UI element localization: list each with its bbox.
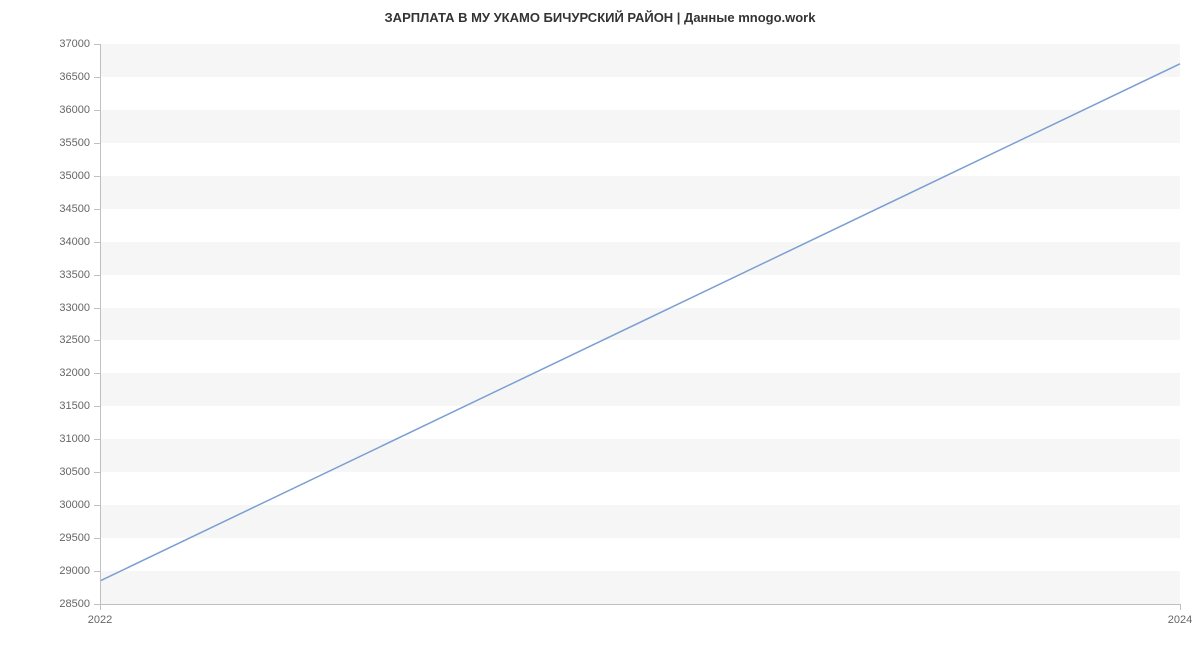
x-tick: [100, 604, 101, 610]
y-tick: [94, 439, 100, 440]
y-tick-label: 36000: [40, 104, 90, 116]
y-tick: [94, 44, 100, 45]
y-tick: [94, 275, 100, 276]
data-line: [100, 64, 1180, 581]
y-tick: [94, 110, 100, 111]
x-tick-label: 2024: [1168, 614, 1192, 626]
y-tick-label: 35500: [40, 137, 90, 149]
y-tick-label: 31000: [40, 433, 90, 445]
y-tick-label: 33000: [40, 302, 90, 314]
y-tick: [94, 406, 100, 407]
y-tick: [94, 472, 100, 473]
y-tick-label: 32000: [40, 367, 90, 379]
line-layer: [100, 44, 1180, 604]
y-tick: [94, 505, 100, 506]
y-tick: [94, 77, 100, 78]
y-tick: [94, 373, 100, 374]
y-tick: [94, 340, 100, 341]
y-tick: [94, 209, 100, 210]
y-tick-label: 37000: [40, 38, 90, 50]
chart-container: ЗАРПЛАТА В МУ УКАМО БИЧУРСКИЙ РАЙОН | Да…: [0, 0, 1200, 650]
x-tick-label: 2022: [88, 614, 112, 626]
plot-area: [100, 44, 1180, 604]
y-tick: [94, 143, 100, 144]
y-tick-label: 30500: [40, 466, 90, 478]
y-tick-label: 36500: [40, 71, 90, 83]
y-tick-label: 31500: [40, 400, 90, 412]
y-tick: [94, 571, 100, 572]
y-tick: [94, 538, 100, 539]
y-axis-line: [100, 44, 101, 604]
y-tick-label: 29500: [40, 532, 90, 544]
y-tick: [94, 242, 100, 243]
y-tick-label: 30000: [40, 499, 90, 511]
y-tick-label: 34500: [40, 203, 90, 215]
y-tick-label: 29000: [40, 565, 90, 577]
y-tick: [94, 308, 100, 309]
y-tick-label: 32500: [40, 334, 90, 346]
y-tick-label: 28500: [40, 598, 90, 610]
y-tick-label: 34000: [40, 236, 90, 248]
chart-title: ЗАРПЛАТА В МУ УКАМО БИЧУРСКИЙ РАЙОН | Да…: [0, 10, 1200, 25]
y-tick: [94, 176, 100, 177]
y-tick-label: 35000: [40, 170, 90, 182]
x-axis-line: [100, 604, 1180, 605]
x-tick: [1180, 604, 1181, 610]
y-tick-label: 33500: [40, 269, 90, 281]
